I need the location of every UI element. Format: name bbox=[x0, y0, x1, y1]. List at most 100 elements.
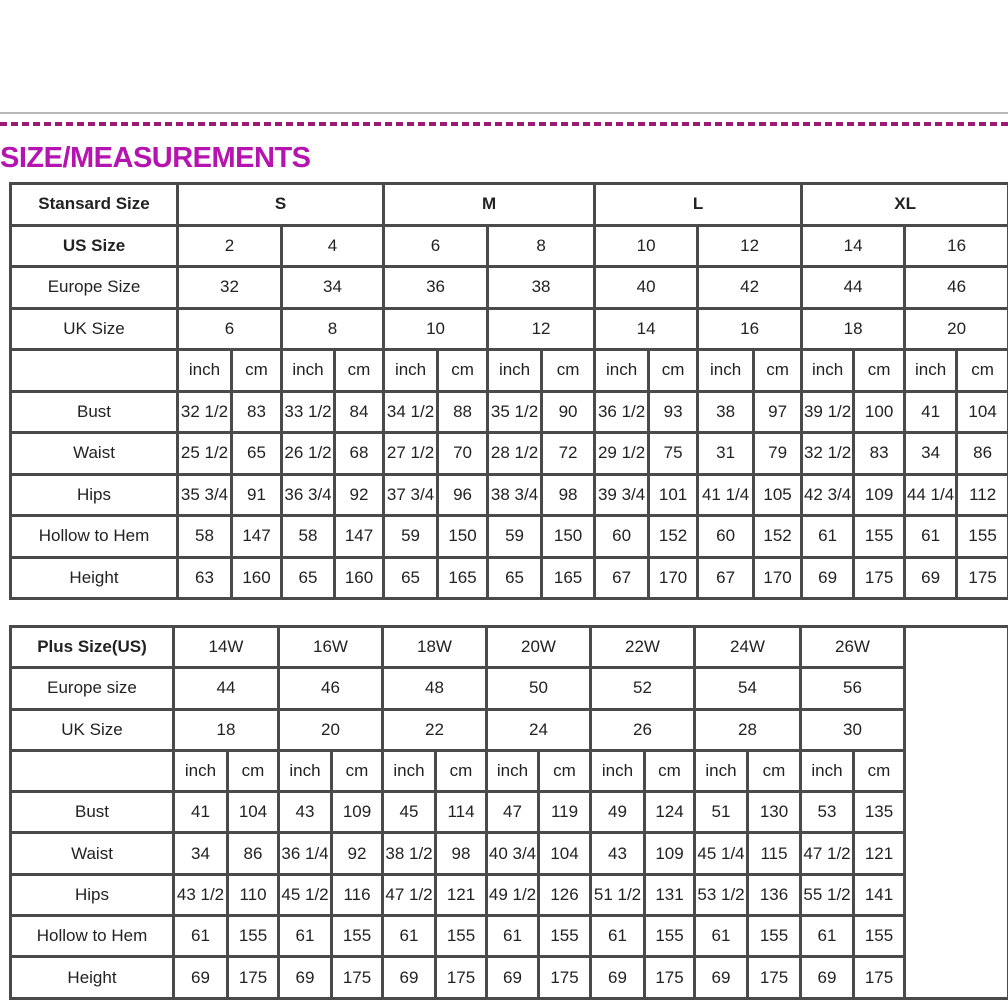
measurement-value: 61 bbox=[800, 514, 856, 559]
unit-cm: cm bbox=[537, 748, 592, 794]
measurement-value: 38 1/2 bbox=[381, 831, 437, 876]
row-label: Height bbox=[9, 955, 175, 1000]
unit-inch: inch bbox=[381, 748, 437, 794]
measurement-value: 104 bbox=[537, 831, 592, 876]
size-value: 8 bbox=[486, 223, 597, 268]
unit-cm: cm bbox=[332, 348, 386, 393]
size-value: 10 bbox=[593, 223, 700, 268]
measurement-value: 135 bbox=[852, 790, 906, 835]
size-value: 20 bbox=[277, 707, 384, 752]
unit-inch: inch bbox=[693, 748, 749, 794]
measurement-value: 69 bbox=[903, 555, 959, 600]
measurement-value: 69 bbox=[799, 955, 855, 1000]
measurement-value: 165 bbox=[436, 555, 490, 600]
measurement-value: 65 bbox=[280, 555, 336, 600]
size-value: 24W bbox=[693, 624, 802, 670]
size-value: 18W bbox=[381, 624, 488, 670]
measurement-value: 147 bbox=[332, 514, 386, 559]
measurement-value: 33 1/2 bbox=[280, 389, 336, 434]
measurement-value: 36 1/4 bbox=[277, 831, 333, 876]
row-label: US Size bbox=[9, 223, 179, 268]
measurement-value: 53 bbox=[799, 790, 855, 835]
size-value: 6 bbox=[176, 306, 283, 351]
size-value: 10 bbox=[382, 306, 490, 351]
measurement-row-height: Height 63 160 65 160 65 165 65 165 67 170 67 170 69 17… bbox=[9, 555, 1008, 600]
gray-rule bbox=[0, 112, 1008, 114]
measurement-value: 84 bbox=[332, 389, 386, 434]
measurement-value: 47 bbox=[485, 790, 540, 835]
measurement-value: 160 bbox=[332, 555, 386, 600]
unit-inch: inch bbox=[172, 748, 229, 794]
measurement-value: 39 3/4 bbox=[593, 472, 651, 517]
size-value: 14 bbox=[593, 306, 700, 351]
measurement-value: 28 1/2 bbox=[486, 431, 544, 476]
measurement-value: 104 bbox=[226, 790, 280, 835]
measurement-value: 61 bbox=[589, 914, 646, 959]
row-label: UK Size bbox=[9, 707, 175, 752]
measurement-value: 150 bbox=[436, 514, 490, 559]
measurement-value: 70 bbox=[436, 431, 490, 476]
measurement-value: 40 3/4 bbox=[485, 831, 540, 876]
unit-inch: inch bbox=[176, 348, 233, 393]
measurement-value: 69 bbox=[693, 955, 749, 1000]
measurement-value: 41 bbox=[172, 790, 229, 835]
size-value: 18 bbox=[800, 306, 907, 351]
size-value: 44 bbox=[800, 265, 907, 310]
measurement-value: 155 bbox=[226, 914, 280, 959]
measurement-value: 110 bbox=[226, 872, 280, 918]
measurement-row-waist: Waist 25 1/2 65 26 1/2 68 27 1/2 70 28 1/2 72 29 … bbox=[9, 431, 1008, 476]
unit-cm: cm bbox=[852, 348, 907, 393]
measurement-value: 45 bbox=[381, 790, 437, 835]
measurement-value: 75 bbox=[647, 431, 700, 476]
measurement-value: 109 bbox=[643, 831, 696, 876]
measurement-value: 61 bbox=[693, 914, 749, 959]
size-value: 50 bbox=[485, 666, 592, 711]
size-value: 6 bbox=[382, 223, 490, 268]
unit-cm: cm bbox=[330, 748, 384, 794]
measurement-value: 152 bbox=[647, 514, 700, 559]
measurement-value: 36 3/4 bbox=[280, 472, 336, 517]
measurement-value: 112 bbox=[955, 472, 1008, 517]
measurement-value: 61 bbox=[172, 914, 229, 959]
measurement-value: 35 3/4 bbox=[176, 472, 233, 517]
size-value: 12 bbox=[486, 306, 597, 351]
measurement-value: 150 bbox=[540, 514, 597, 559]
unit-inch: inch bbox=[799, 748, 855, 794]
measurement-value: 155 bbox=[852, 514, 907, 559]
measurement-value: 79 bbox=[752, 431, 804, 476]
empty-cell bbox=[9, 348, 179, 393]
measurement-value: 60 bbox=[696, 514, 756, 559]
measurement-value: 101 bbox=[647, 472, 700, 517]
measurement-value: 109 bbox=[852, 472, 907, 517]
measurement-value: 175 bbox=[852, 555, 907, 600]
unit-cm: cm bbox=[752, 348, 804, 393]
measurement-value: 175 bbox=[226, 955, 280, 1000]
measurement-value: 59 bbox=[486, 514, 544, 559]
measurement-value: 86 bbox=[226, 831, 280, 876]
size-value: 20 bbox=[903, 306, 1008, 351]
header-label: Plus Size(US) bbox=[9, 624, 175, 670]
uk-size-row: UK Size 6 8 10 12 14 16 18 20 bbox=[9, 306, 1008, 351]
unit-inch: inch bbox=[382, 348, 440, 393]
measurement-value: 116 bbox=[330, 872, 384, 918]
measurement-value: 155 bbox=[434, 914, 488, 959]
measurement-row-hollow-to-hem: Hollow to Hem 61 155 61 155 61 155 61 155 61 155 61… bbox=[9, 914, 1008, 959]
unit-cm: cm bbox=[434, 748, 488, 794]
measurement-value: 175 bbox=[955, 555, 1008, 600]
unit-cm: cm bbox=[436, 348, 490, 393]
size-value: 18 bbox=[172, 707, 280, 752]
europe-size-row: Europe Size 32 34 36 38 40 42 44 46 bbox=[9, 265, 1008, 310]
row-label: Hips bbox=[9, 872, 175, 918]
size-value: 8 bbox=[279, 306, 386, 351]
measurement-value: 43 bbox=[277, 790, 333, 835]
measurement-value: 47 1/2 bbox=[381, 872, 437, 918]
measurement-value: 44 1/4 bbox=[903, 472, 959, 517]
unit-cm: cm bbox=[746, 748, 802, 794]
unit-inch: inch bbox=[593, 348, 651, 393]
measurement-value: 35 1/2 bbox=[486, 389, 544, 434]
page-title: SIZE/MEASUREMENTS bbox=[0, 142, 311, 174]
measurement-value: 147 bbox=[230, 514, 283, 559]
unit-row: inch cm inch cm inch cm inch cm inch cm inch cm inch… bbox=[9, 348, 1008, 393]
measurement-value: 69 bbox=[800, 555, 856, 600]
measurement-value: 45 1/2 bbox=[277, 872, 333, 918]
